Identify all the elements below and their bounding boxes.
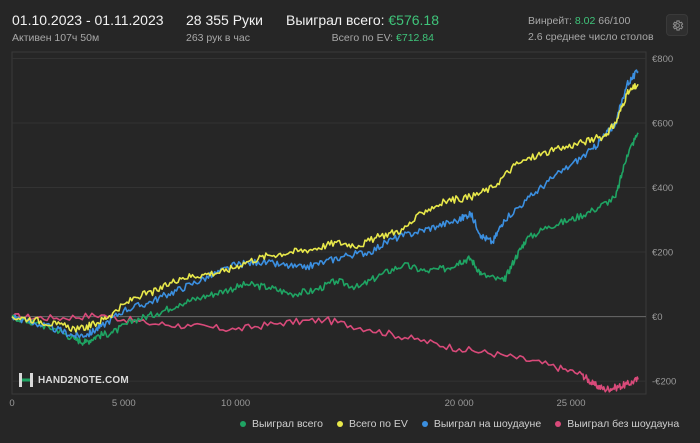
settings-button[interactable]: [666, 14, 688, 36]
y-tick-label: €400: [652, 183, 673, 194]
ev-value: €712.84: [396, 32, 434, 44]
plot-area: [11, 51, 647, 395]
ev-label: Всего по EV:: [331, 32, 394, 44]
winrate-block: Винрейт: 8.02 66/100 2.6 среднее число с…: [528, 12, 654, 43]
series-lines: [11, 69, 639, 393]
legend-dot-won: [240, 421, 246, 427]
winnings-block: Выиграл всего: €576.18 Всего по EV: €712…: [286, 12, 439, 44]
legend-item-non-showdown[interactable]: Выиграл без шоудауна: [555, 418, 679, 430]
x-axis: 0 5 000 10 000 20 000 25 000: [9, 398, 585, 409]
active-time: Активен 107ч 50м: [12, 32, 100, 44]
legend-label-showdown: Выиграл на шоудауне: [433, 418, 542, 430]
date-range[interactable]: 01.10.2023 - 01.11.2023: [12, 12, 164, 28]
y-tick-label: €200: [652, 248, 673, 259]
x-tick-label: 5 000: [112, 398, 136, 409]
x-tick-label: 10 000: [221, 398, 250, 409]
winrate-label: Винрейт:: [528, 15, 572, 27]
legend-item-won[interactable]: Выиграл всего: [240, 418, 323, 430]
winrate-value: 8.02: [574, 15, 596, 27]
series-line-won: [11, 132, 639, 346]
legend-label-ev: Всего по EV: [348, 418, 408, 430]
winrate-scale: 66/100: [598, 15, 631, 27]
won-label: Выиграл всего:: [286, 12, 385, 28]
legend-dot-showdown: [421, 421, 428, 427]
won-value: €576.18: [388, 12, 439, 28]
hands-count: 28 355 Руки: [186, 12, 263, 28]
logo-text: HAND2NOTE.COM: [38, 374, 129, 386]
series-line-non_showdown: [11, 312, 639, 393]
x-tick-label: 25 000: [556, 398, 585, 409]
legend: Выиграл всего Всего по EV Выиграл на шоу…: [240, 418, 679, 430]
legend-label-non-showdown: Выиграл без шоудауна: [567, 418, 680, 430]
x-tick-label: 20 000: [445, 398, 474, 409]
hands-per-hour: 263 рук в час: [186, 32, 250, 44]
series-line-ev: [11, 82, 639, 333]
series-line-showdown: [11, 69, 639, 339]
hands-block: 28 355 Руки 263 рук в час: [186, 12, 263, 44]
gear-icon: [672, 19, 683, 31]
legend-item-showdown[interactable]: Выиграл на шоудауне: [421, 418, 542, 430]
legend-dot-ev: [336, 421, 343, 427]
y-tick-label: €800: [652, 54, 673, 65]
legend-label-won: Выиграл всего: [252, 418, 323, 430]
profit-chart[interactable]: 0 5 000 10 000 20 000 25 000 -€200 €0 €200 €400…: [0, 48, 700, 414]
y-axis: -€200 €0 €200 €400 €600 €800: [652, 54, 676, 388]
legend-dot-non-showdown: [555, 421, 562, 427]
legend-item-ev[interactable]: Всего по EV: [336, 418, 408, 430]
hand2note-logo: HAND2NOTE.COM: [18, 372, 129, 388]
y-tick-label: €0: [652, 312, 663, 323]
date-block: 01.10.2023 - 01.11.2023 Активен 107ч 50м: [12, 12, 164, 44]
y-tick-label: -€200: [652, 377, 676, 388]
y-tick-label: €600: [652, 118, 673, 129]
h2n-logo-icon: [19, 373, 33, 387]
x-tick-label: 0: [9, 398, 14, 409]
tables-average: 2.6 среднее число столов: [528, 31, 654, 43]
stats-header: 01.10.2023 - 01.11.2023 Активен 107ч 50м…: [0, 0, 700, 48]
